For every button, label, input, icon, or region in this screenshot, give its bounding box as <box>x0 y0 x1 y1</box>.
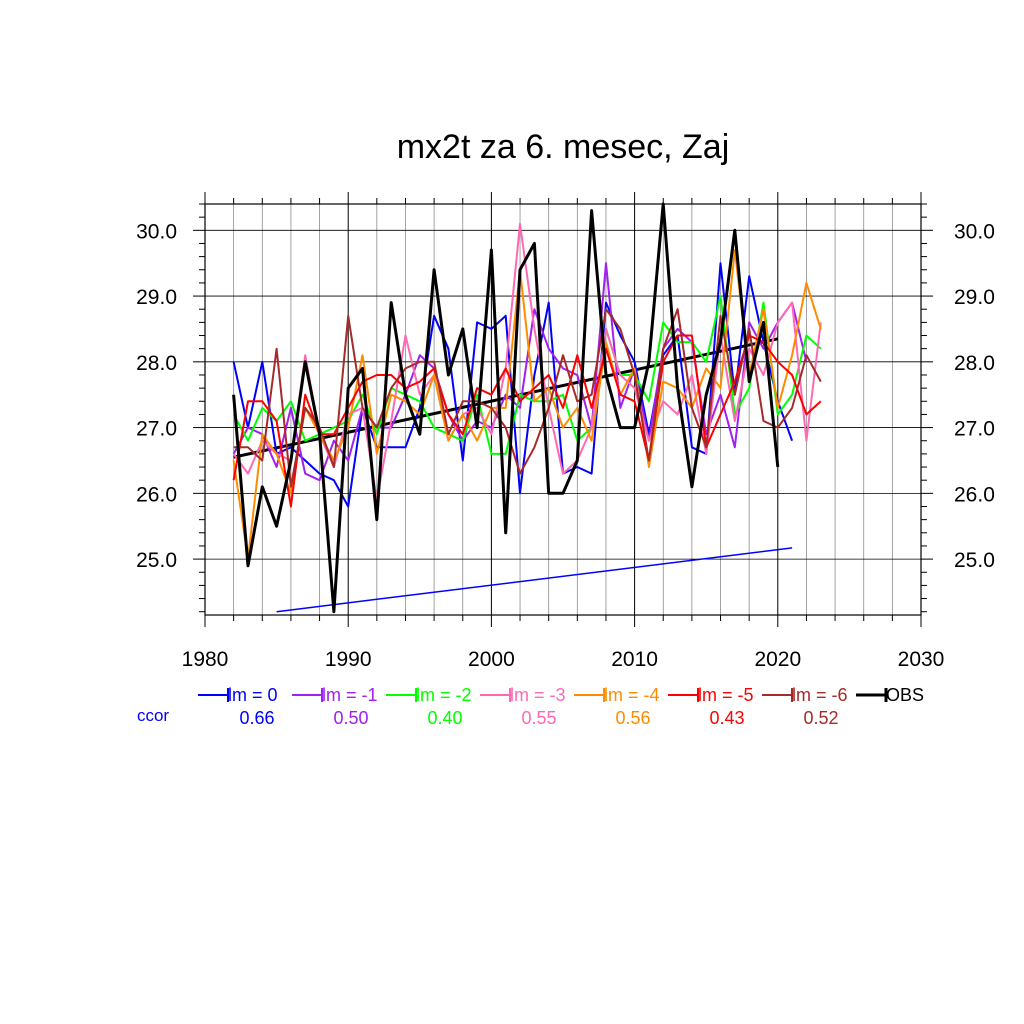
x-tick-label: 2030 <box>898 648 945 671</box>
x-tick-label: 2010 <box>611 648 658 671</box>
plot-frame <box>204 203 922 616</box>
y-tick-label-left: 30.0 <box>136 220 177 243</box>
y-tick-label-right: 28.0 <box>954 352 995 375</box>
series-line <box>232 249 822 561</box>
y-tick-label-right: 30.0 <box>954 220 995 243</box>
legend-label: lm = -3 <box>510 685 566 705</box>
y-tick-label-right: 26.0 <box>954 483 995 506</box>
y-tick-label-right: 25.0 <box>954 549 995 572</box>
legend-label: lm = -5 <box>698 685 754 705</box>
y-tick-label-left: 27.0 <box>136 418 177 441</box>
legend: ccor lm = 0 0.66 lm = -1 0.50 lm = -2 0.40 lm … <box>137 685 924 728</box>
x-tick-label: 2020 <box>754 648 801 671</box>
ccor-value: 0.43 <box>709 708 744 728</box>
legend-label: lm = 0 <box>228 685 278 705</box>
y-tick-label-right: 27.0 <box>954 418 995 441</box>
legend-label: lm = -1 <box>322 685 378 705</box>
trend-line <box>233 337 779 459</box>
chart-title: mx2t za 6. mesec, Zaj <box>397 128 730 166</box>
ccor-value: 0.50 <box>333 708 368 728</box>
legend-label: lm = -2 <box>416 685 472 705</box>
trend-line <box>276 547 793 613</box>
legend-label: lm = -4 <box>604 685 660 705</box>
ccor-value: 0.66 <box>239 708 274 728</box>
x-tick-label: 2000 <box>468 648 515 671</box>
series-line <box>232 334 822 508</box>
grid <box>205 204 921 615</box>
x-tick-label: 1990 <box>325 648 372 671</box>
y-tick-label-right: 29.0 <box>954 286 995 309</box>
legend-label: lm = -6 <box>792 685 848 705</box>
ccor-value: 0.56 <box>615 708 650 728</box>
y-tick-label-left: 25.0 <box>136 549 177 572</box>
ccor-value: 0.55 <box>521 708 556 728</box>
series-line <box>232 202 780 614</box>
ccor-label: ccor <box>137 706 169 725</box>
y-tick-label-left: 26.0 <box>136 483 177 506</box>
ccor-value: 0.40 <box>427 708 462 728</box>
y-tick-label-left: 29.0 <box>136 286 177 309</box>
series-lines <box>232 202 822 614</box>
ccor-value: 0.52 <box>803 708 838 728</box>
legend-label: OBS <box>886 685 924 705</box>
x-tick-label: 1980 <box>182 648 229 671</box>
y-tick-label-left: 28.0 <box>136 352 177 375</box>
axis-ticks: 1980 1990 2000 2010 2020 2030 25.0 25.0 26.0 26.0… <box>136 192 995 671</box>
trend-lines <box>233 337 793 613</box>
